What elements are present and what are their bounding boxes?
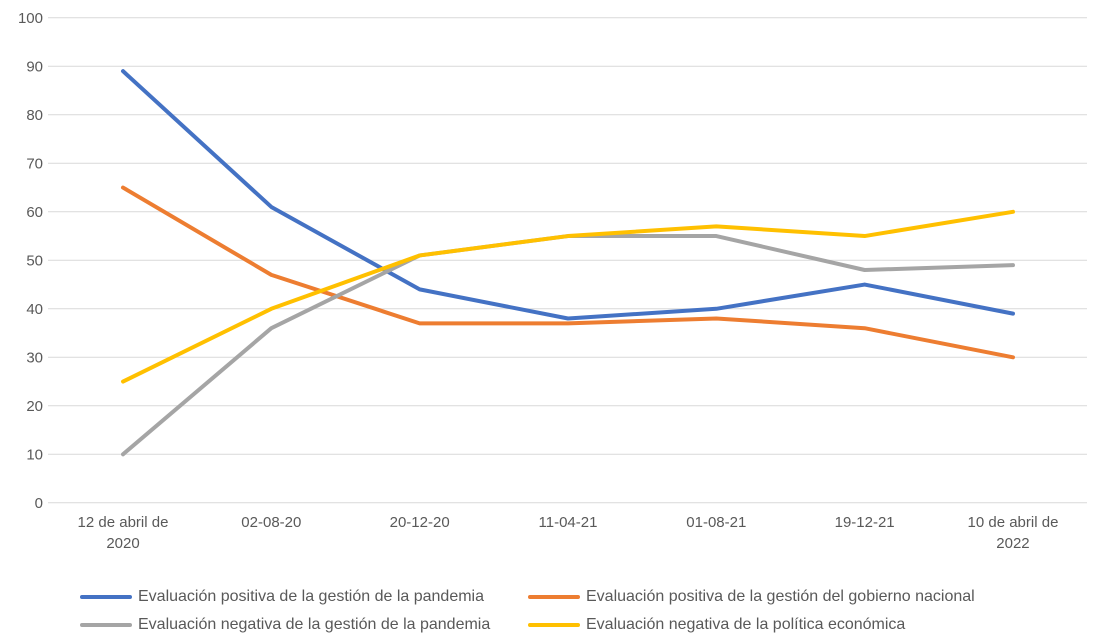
y-axis-label: 100	[18, 10, 43, 27]
legend-label: Evaluación positiva de la gestión de la …	[138, 588, 485, 605]
y-axis-label: 10	[26, 446, 43, 463]
x-axis-label: 02-08-20	[241, 514, 302, 531]
series-line-0	[121, 69, 1015, 321]
x-axis-label: 12 de abril de 2020	[77, 514, 169, 552]
x-axis-label: 01-08-21	[686, 514, 747, 531]
chart-legend: Evaluación positiva de la gestión de la …	[80, 588, 975, 634]
y-axis-label: 60	[26, 204, 43, 221]
legend-line-swatch-icon	[528, 595, 580, 599]
legend-line-swatch-icon	[80, 623, 132, 627]
series-line-1	[121, 185, 1015, 360]
x-axis-label: 10 de abril de 2022	[967, 514, 1059, 552]
x-axis-label: 11-04-21	[538, 514, 598, 531]
legend-item-2: Evaluación negativa de la gestión de la …	[80, 616, 528, 634]
legend-label: Evaluación positiva de la gestión del go…	[586, 588, 975, 605]
legend-label: Evaluación negativa de la política econó…	[586, 616, 906, 633]
y-axis-label: 80	[26, 107, 43, 124]
legend-line-swatch-icon	[80, 595, 132, 599]
series-line-2	[121, 234, 1015, 457]
legend-item-0: Evaluación positiva de la gestión de la …	[80, 588, 528, 606]
legend-line-swatch-icon	[528, 623, 580, 627]
y-axis-label: 30	[26, 349, 43, 366]
x-axis-label: 19-12-21	[834, 514, 895, 531]
y-axis-label: 0	[35, 495, 43, 512]
y-axis-label: 70	[26, 155, 43, 172]
y-axis-label: 40	[26, 301, 43, 318]
y-axis-label: 90	[26, 58, 43, 75]
x-axis-label: 20-12-20	[389, 514, 450, 531]
plot-area: 0 10 20 30 40 50 60 70 80 90 100	[18, 10, 1087, 512]
legend-item-3: Evaluación negativa de la política econó…	[528, 616, 975, 634]
y-axis-label: 50	[26, 252, 43, 269]
series-line-3	[121, 209, 1015, 384]
legend-label: Evaluación negativa de la gestión de la …	[138, 616, 491, 633]
legend-item-1: Evaluación positiva de la gestión del go…	[528, 588, 975, 606]
y-axis-label: 20	[26, 398, 43, 415]
